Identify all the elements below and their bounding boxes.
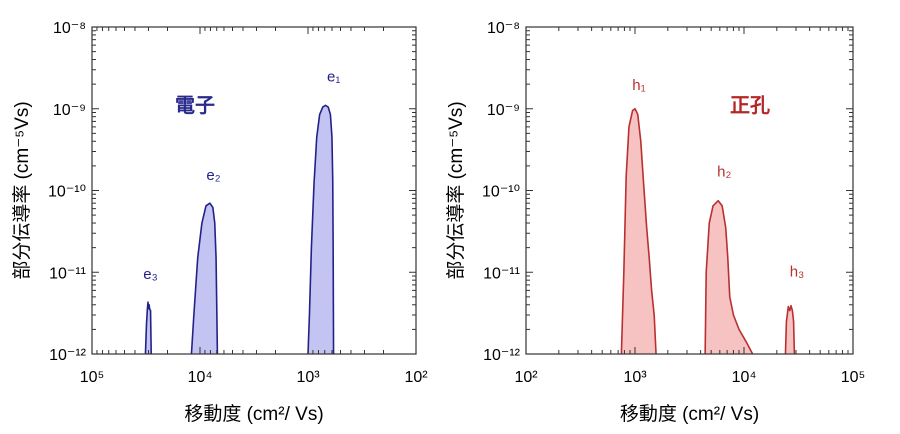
ticks bbox=[91, 26, 417, 355]
x-tick-label: 10² bbox=[404, 369, 428, 386]
series-line-1 bbox=[307, 104, 335, 355]
series-line-2 bbox=[190, 202, 219, 355]
series-label-2: h₂ bbox=[717, 164, 731, 181]
series-fill-2 bbox=[191, 203, 218, 354]
y-tick-label: 10⁻⁸ bbox=[487, 20, 520, 37]
y-axis-label: 部分伝導率 (cm⁻⁵Vs) bbox=[11, 101, 33, 279]
chart-annotation: 正孔 bbox=[730, 94, 770, 117]
series-label-3: e₃ bbox=[143, 266, 157, 283]
x-axis-label: 移動度 (cm²/ Vs) bbox=[620, 403, 759, 425]
x-tick-label: 10⁴ bbox=[732, 369, 757, 386]
x-tick-label: 10³ bbox=[623, 369, 647, 386]
x-tick-label: 10⁵ bbox=[80, 369, 104, 386]
y-tick-label: 10⁻⁸ bbox=[53, 20, 86, 37]
series-line-1 bbox=[620, 107, 657, 355]
series-fill-3 bbox=[145, 302, 152, 354]
plot-frame bbox=[91, 26, 417, 355]
y-tick-label: 10⁻⁹ bbox=[487, 102, 520, 119]
series-fill-1 bbox=[308, 105, 334, 355]
chart-1: e₁ e₂ e₃ 10⁻¹² 10⁻¹¹ 10⁻¹⁰ 10⁻⁹ 10⁻⁸ 10⁵ 10⁴ 10³ 10… bbox=[11, 20, 428, 425]
y-tick-label: 10⁻¹² bbox=[483, 347, 521, 364]
x-tick-label: 10⁵ bbox=[841, 369, 865, 386]
y-tick-label: 10⁻¹² bbox=[49, 347, 87, 364]
y-tick-label: 10⁻¹¹ bbox=[49, 265, 86, 282]
series-label-3: h₃ bbox=[790, 264, 804, 281]
series-line-2 bbox=[704, 199, 754, 355]
y-tick-label: 10⁻⁹ bbox=[53, 102, 86, 119]
x-tick-label: 10³ bbox=[296, 369, 320, 386]
series-label-1: h₁ bbox=[632, 77, 645, 94]
y-tick-label: 10⁻¹¹ bbox=[483, 265, 520, 282]
y-axis-label: 部分伝導率 (cm⁻⁵Vs) bbox=[445, 101, 467, 279]
x-axis-label: 移動度 (cm²/ Vs) bbox=[184, 403, 323, 425]
series-label-2: e₂ bbox=[206, 167, 220, 184]
series-line-3 bbox=[144, 301, 153, 355]
x-tick-label: 10⁴ bbox=[188, 369, 213, 386]
series-line-3 bbox=[784, 304, 796, 355]
chart-2: h₁ h₂ h₃ 10⁻¹² 10⁻¹¹ 10⁻¹⁰ 10⁻⁹ 10⁻⁸ 10² 10³ 10⁴ 10… bbox=[445, 20, 865, 425]
y-tick-label: 10⁻¹⁰ bbox=[48, 184, 86, 201]
chart-annotation: 電子 bbox=[175, 94, 215, 117]
series-fill-1 bbox=[621, 108, 657, 354]
ticks bbox=[525, 26, 854, 355]
y-tick-label: 10⁻¹⁰ bbox=[482, 184, 520, 201]
plot-frame bbox=[525, 26, 854, 355]
series-fill-2 bbox=[705, 200, 753, 354]
series-label-1: e₁ bbox=[327, 68, 340, 85]
x-tick-label: 10² bbox=[514, 369, 538, 386]
